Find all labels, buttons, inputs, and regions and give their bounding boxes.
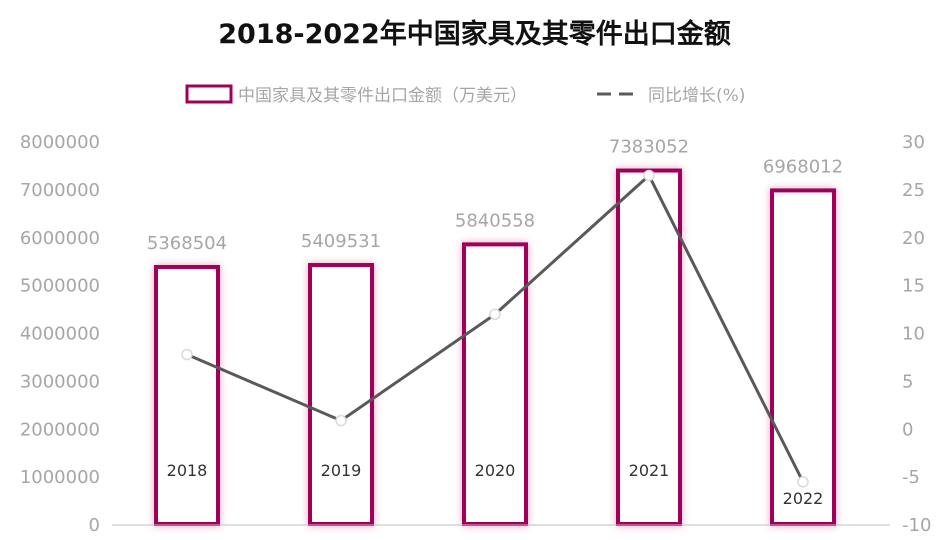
y2-tick-label: 30 xyxy=(902,132,925,153)
y2-tick-label: 25 xyxy=(902,180,925,201)
y2-tick-label: -10 xyxy=(902,515,931,536)
x-tick-label: 2019 xyxy=(321,461,362,480)
bar xyxy=(154,264,220,526)
growth-point xyxy=(797,476,809,488)
bar-value-label: 5409531 xyxy=(301,231,381,252)
bar xyxy=(616,168,682,527)
bar xyxy=(308,263,374,526)
y-tick-label: 8000000 xyxy=(20,132,100,153)
y2-tick-label: 5 xyxy=(902,371,913,392)
legend-label-line: 同比增长(%) xyxy=(648,86,745,106)
x-tick-label: 2021 xyxy=(629,461,670,480)
y2-tick-label: 20 xyxy=(902,228,925,249)
y-tick-label: 6000000 xyxy=(20,228,100,249)
y2-tick-label: 10 xyxy=(902,324,925,345)
y-tick-label: 3000000 xyxy=(20,371,100,392)
growth-point xyxy=(181,348,193,361)
y-tick-label: 1000000 xyxy=(20,467,100,488)
x-tick-label: 2018 xyxy=(167,461,208,480)
bar-value-label: 5840558 xyxy=(455,210,535,231)
x-tick-label: 2022 xyxy=(783,489,824,508)
y2-tick-label: -5 xyxy=(902,467,920,488)
x-tick-label: 2020 xyxy=(475,461,516,480)
growth-point xyxy=(643,169,655,182)
chart-title: 2018-2022年中国家具及其零件出口金额 xyxy=(218,19,731,50)
bar-value-label: 6968012 xyxy=(763,156,843,177)
y-tick-label: 5000000 xyxy=(20,276,100,297)
bar-value-label: 5368504 xyxy=(147,233,227,254)
legend-swatch-bar xyxy=(185,84,233,104)
y2-tick-label: 0 xyxy=(902,419,913,440)
y-tick-label: 4000000 xyxy=(20,324,100,345)
y2-tick-label: 15 xyxy=(902,276,925,297)
bar xyxy=(462,242,528,526)
growth-point xyxy=(335,414,347,427)
y-tick-label: 7000000 xyxy=(20,180,100,201)
growth-point xyxy=(489,308,501,321)
y-tick-label: 0 xyxy=(89,515,100,536)
bar xyxy=(770,188,836,526)
bar-value-label: 7383052 xyxy=(609,137,689,158)
y-tick-label: 2000000 xyxy=(20,419,100,440)
legend-label-bar: 中国家具及其零件出口金额（万美元） xyxy=(238,86,527,106)
